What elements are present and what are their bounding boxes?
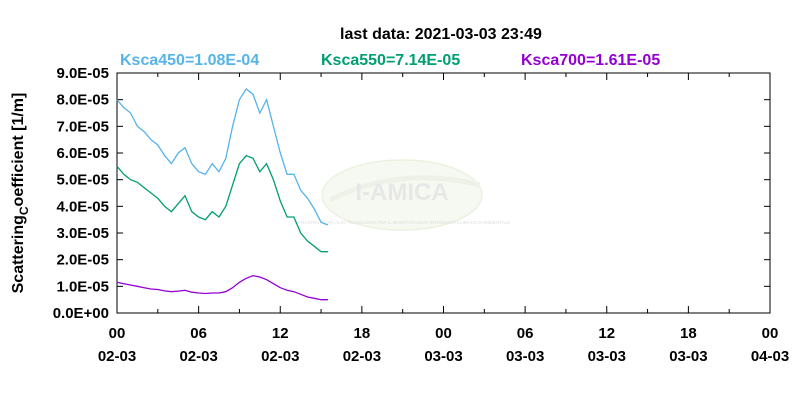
legend: Ksca450=1.08E-04 Ksca550=7.14E-05 Ksca70… [120, 52, 660, 69]
y-tick-label: 6.0E-05 [56, 145, 109, 162]
x-tick-label-date: 03-03 [506, 348, 544, 365]
x-tick-label-time: 18 [354, 325, 371, 342]
x-tick-label-date: 02-03 [261, 348, 299, 365]
x-tick-label-time: 12 [598, 325, 615, 342]
y-tick-label: 9.0E-05 [56, 65, 109, 82]
x-tick-label-time: 06 [190, 325, 207, 342]
x-tick-label-date: 03-03 [424, 348, 462, 365]
chart-title: last data: 2021-03-03 23:49 [340, 26, 542, 43]
x-tick-label-time: 00 [109, 325, 126, 342]
y-tick-label: 3.0E-05 [56, 225, 109, 242]
x-tick-label-time: 00 [435, 325, 452, 342]
y-tick-label: 8.0E-05 [56, 92, 109, 109]
y-axis-label-rest: oefficient [1/m] [10, 93, 27, 207]
y-axis-label-main: Scattering [10, 215, 27, 293]
y-tick-label: 0.0E+00 [53, 305, 109, 322]
y-axis-label-subscript: C [17, 206, 31, 215]
series-line-2 [116, 275, 328, 301]
watermark-text: I-AMICA [355, 179, 448, 206]
legend-entry-ksca550: Ksca550=7.14E-05 [321, 52, 460, 69]
legend-entry-ksca450: Ksca450=1.08E-04 [120, 52, 259, 69]
series-line-0 [116, 88, 329, 226]
x-tick-label-date: 02-03 [98, 348, 136, 365]
x-tick-label-date: 04-03 [751, 348, 789, 365]
y-tick-label: 5.0E-05 [56, 172, 109, 189]
x-tick-label-time: 12 [272, 325, 289, 342]
axis-ticks: 0.0E+00 1.0E-05 2.0E-05 3.0E-05 4.0E-05 5.0E-… [53, 65, 790, 365]
legend-entry-ksca700: Ksca700=1.61E-05 [521, 52, 660, 69]
watermark-caption: INFRASTRUTTURA ALTA TECNOLOGIA PER IL MO… [294, 220, 510, 225]
series-line-1 [116, 154, 328, 253]
x-tick-label-time: 18 [680, 325, 697, 342]
y-tick-label: 1.0E-05 [56, 278, 109, 295]
i-amica-watermark-logo: I-AMICA INFRASTRUTTURA ALTA TECNOLOGIA P… [294, 159, 510, 231]
x-tick-label-date: 02-03 [343, 348, 381, 365]
y-tick-label: 7.0E-05 [56, 118, 109, 135]
y-tick-label: 4.0E-05 [56, 198, 109, 215]
x-tick-label-time: 06 [517, 325, 534, 342]
x-tick-label-date: 03-03 [669, 348, 707, 365]
x-tick-label-date: 03-03 [588, 348, 626, 365]
y-axis-label: ScatteringCoefficient [1/m] [10, 93, 31, 294]
series-layer [116, 88, 329, 301]
y-tick-label: 2.0E-05 [56, 252, 109, 269]
x-tick-label-time: 00 [762, 325, 779, 342]
x-tick-label-date: 02-03 [179, 348, 217, 365]
